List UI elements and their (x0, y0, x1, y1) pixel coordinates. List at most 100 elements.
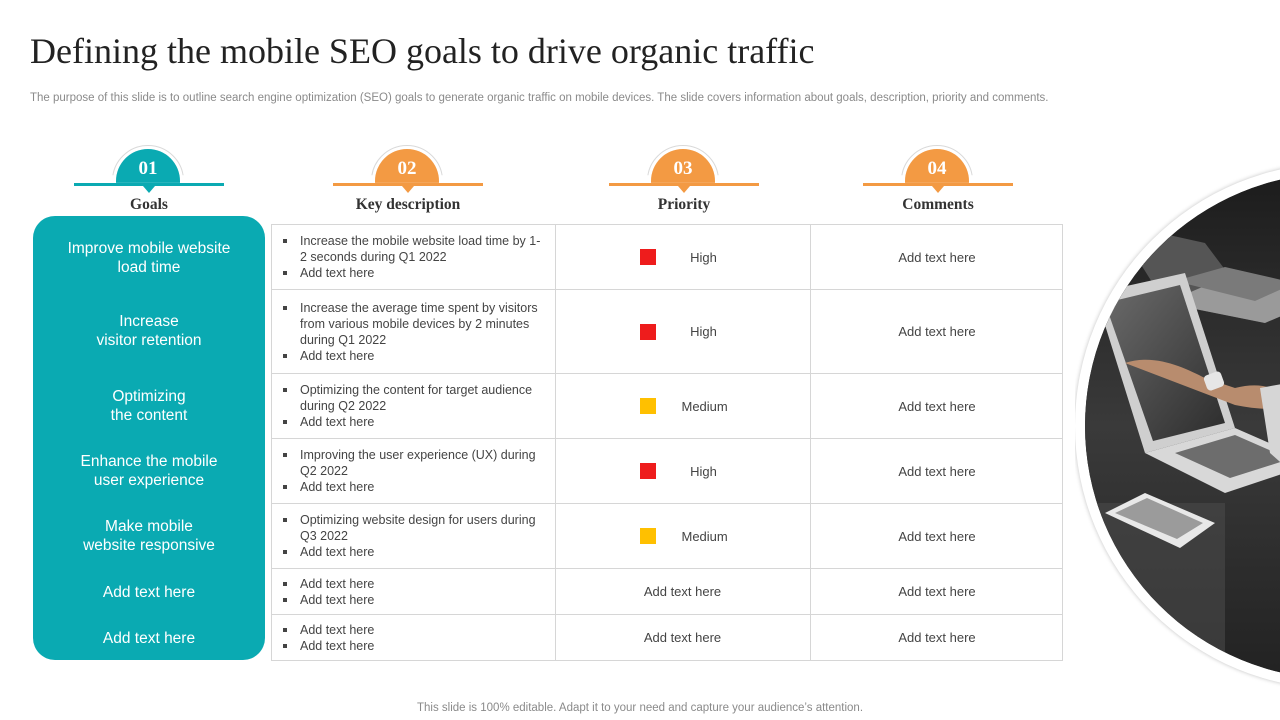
priority-text: Add text here (643, 584, 722, 599)
header-pointer (402, 186, 414, 193)
header-number: 04 (927, 158, 947, 179)
comment-text: Add text here (898, 528, 976, 544)
goal-item: Add text here (102, 629, 196, 647)
description-list: Increase the mobile website load time by… (272, 233, 544, 281)
comment-text: Add text here (898, 630, 976, 645)
description-list: Add text here Add text here (272, 576, 544, 608)
comment-cell: Add text here (810, 374, 1064, 438)
priority-cell: High (555, 225, 811, 289)
description-cell: Increase the mobile website load time by… (272, 225, 556, 289)
header-pointer (932, 186, 944, 193)
laptop-photo (1085, 173, 1280, 679)
priority-cell: Add text here (555, 569, 811, 614)
comment-cell: Add text here (810, 225, 1064, 289)
description-bullet: Add text here (283, 638, 544, 654)
table-row: Increase the mobile website load time by… (271, 224, 1063, 290)
description-bullet: Add text here (283, 265, 544, 281)
description-list: Increase the average time spent by visit… (272, 300, 544, 364)
description-bullet: Add text here (283, 544, 544, 560)
header-line (74, 183, 224, 186)
goal-item: Increase visitor retention (96, 313, 202, 349)
description-bullet: Add text here (283, 348, 544, 364)
priority-label: Medium (681, 398, 728, 414)
description-bullet: Increase the average time spent by visit… (283, 300, 544, 348)
comment-text: Add text here (898, 324, 976, 339)
description-list: Optimizing the content for target audien… (272, 382, 544, 430)
priority-cell: Medium (555, 374, 811, 438)
table-row: Increase the average time spent by visit… (271, 289, 1063, 374)
description-bullet: Add text here (283, 622, 544, 638)
comment-text: Add text here (898, 249, 976, 265)
priority-cell: High (555, 439, 811, 503)
description-bullet: Add text here (283, 414, 544, 430)
description-list: Improving the user experience (UX) durin… (272, 447, 544, 495)
comment-cell: Add text here (810, 290, 1064, 373)
priority-cell: Add text here (555, 615, 811, 660)
header-label: Comments (902, 196, 974, 213)
priority-text: Add text here (643, 630, 722, 645)
description-list: Optimizing website design for users duri… (272, 512, 544, 560)
description-cell: Optimizing the content for target audien… (272, 374, 556, 438)
goals-table: Increase the mobile website load time by… (271, 224, 1065, 661)
description-bullet: Optimizing website design for users duri… (283, 512, 544, 544)
description-cell: Add text here Add text here (272, 615, 556, 660)
description-list: Add text here Add text here (272, 622, 544, 654)
description-cell: Increase the average time spent by visit… (272, 290, 556, 373)
priority-label: High (690, 463, 717, 479)
header-pointer (143, 186, 155, 193)
goal-item: Optimizing the content (110, 388, 188, 424)
header-line (609, 183, 759, 186)
priority-high-marker (639, 323, 656, 340)
goal-item: Make mobile website responsive (83, 518, 215, 554)
priority-cell: Medium (555, 504, 811, 568)
priority-high-marker (639, 249, 656, 265)
header-label: Goals (130, 196, 168, 213)
description-cell: Improving the user experience (UX) durin… (272, 439, 556, 503)
description-bullet: Increase the mobile website load time by… (283, 233, 544, 265)
table-row: Add text here Add text here Add text her… (271, 568, 1063, 615)
comment-cell: Add text here (810, 504, 1064, 568)
table-row: Optimizing website design for users duri… (271, 503, 1063, 569)
header-priority: 03 Priority (609, 142, 759, 217)
priority-label: Medium (681, 528, 728, 544)
table-row: Improving the user experience (UX) durin… (271, 438, 1063, 504)
description-cell: Optimizing website design for users duri… (272, 504, 556, 568)
slide-footer: This slide is 100% editable. Adapt it to… (416, 702, 864, 714)
description-bullet: Add text here (283, 592, 544, 608)
priority-medium-marker (639, 398, 656, 414)
goal-item: Add text here (102, 583, 196, 601)
table-row: Add text here Add text here Add text her… (271, 614, 1063, 661)
slide-title: Defining the mobile SEO goals to drive o… (30, 31, 815, 71)
goals-panel: Improve mobile website load time Increas… (33, 216, 265, 660)
header-pointer (678, 186, 690, 193)
table-row: Optimizing the content for target audien… (271, 373, 1063, 439)
priority-medium-marker (639, 528, 656, 544)
goal-item: Improve mobile website load time (67, 240, 231, 276)
header-number: 03 (673, 158, 693, 179)
header-number: 01 (138, 158, 158, 179)
header-label: Priority (657, 196, 711, 213)
comment-cell: Add text here (810, 569, 1064, 614)
laptop-photo-frame (1075, 163, 1280, 689)
description-bullet: Optimizing the content for target audien… (283, 382, 544, 414)
priority-high-marker (639, 463, 656, 479)
description-bullet: Improving the user experience (UX) durin… (283, 447, 544, 479)
comment-text: Add text here (898, 584, 976, 599)
comment-cell: Add text here (810, 439, 1064, 503)
description-bullet: Add text here (283, 576, 544, 592)
description-bullet: Add text here (283, 479, 544, 495)
laptop-photo-illustration (1085, 173, 1280, 679)
header-line (333, 183, 483, 186)
header-goals: 01 Goals (74, 142, 224, 217)
header-number: 02 (397, 158, 417, 179)
priority-label: High (690, 249, 717, 265)
slide-subtitle: The purpose of this slide is to outline … (30, 92, 1049, 104)
header-line (863, 183, 1013, 186)
comment-text: Add text here (898, 463, 976, 479)
priority-label: High (690, 324, 717, 339)
header-label: Key description (355, 196, 461, 213)
header-comments: 04 Comments (863, 142, 1013, 217)
comment-cell: Add text here (810, 615, 1064, 660)
comment-text: Add text here (898, 398, 976, 414)
priority-cell: High (555, 290, 811, 373)
